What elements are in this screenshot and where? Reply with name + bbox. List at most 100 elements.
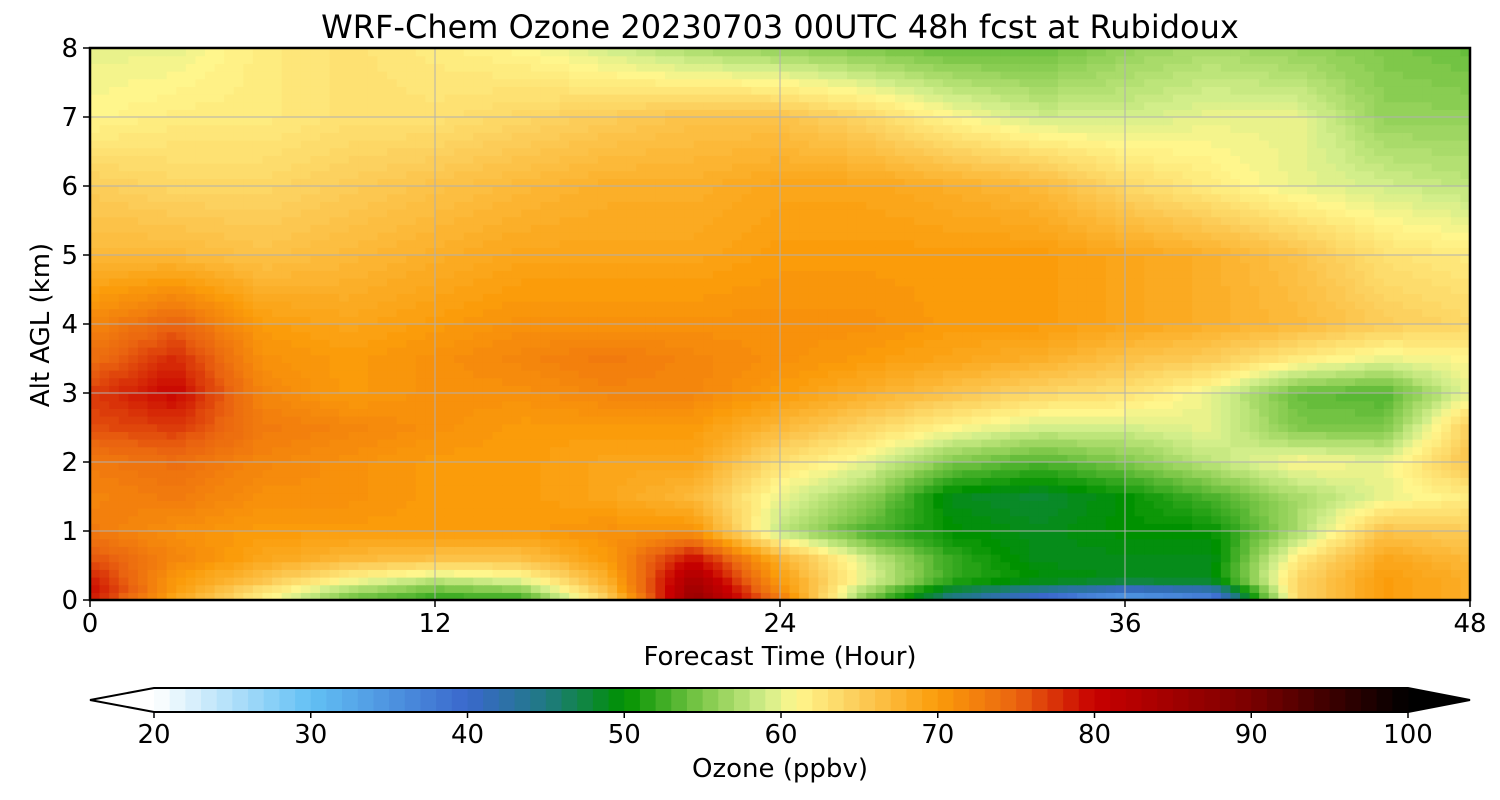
heatmap-cell bbox=[252, 469, 264, 478]
heatmap-cell bbox=[540, 385, 551, 394]
heatmap-cell bbox=[895, 416, 906, 425]
heatmap-cell bbox=[875, 370, 887, 379]
heatmap-cell bbox=[799, 554, 810, 563]
heatmap-cell bbox=[808, 416, 819, 425]
heatmap-cell bbox=[626, 569, 637, 578]
heatmap-cell bbox=[99, 546, 110, 555]
heatmap-cell bbox=[396, 462, 407, 471]
heatmap-cell bbox=[971, 462, 982, 471]
heatmap-cell bbox=[1393, 477, 1404, 486]
heatmap-cell bbox=[147, 393, 158, 402]
heatmap-cell bbox=[272, 339, 283, 348]
heatmap-cell bbox=[1345, 577, 1356, 586]
heatmap-cell bbox=[367, 584, 379, 593]
heatmap-cell bbox=[914, 561, 925, 570]
heatmap-cell bbox=[1307, 561, 1318, 570]
heatmap-cell bbox=[233, 454, 244, 463]
heatmap-cell bbox=[492, 538, 503, 547]
heatmap-cell bbox=[1192, 362, 1203, 371]
heatmap-cell bbox=[1230, 439, 1241, 448]
heatmap-cell bbox=[942, 439, 954, 448]
heatmap-cell bbox=[281, 339, 292, 348]
heatmap-cell bbox=[1048, 370, 1059, 379]
heatmap-cell bbox=[291, 416, 302, 425]
heatmap-cell bbox=[1163, 393, 1174, 402]
heatmap-cell bbox=[521, 592, 532, 601]
heatmap-cell bbox=[1000, 385, 1011, 394]
heatmap-cell bbox=[1316, 554, 1327, 563]
heatmap-cell bbox=[281, 538, 292, 547]
heatmap-cell bbox=[1115, 370, 1126, 379]
heatmap-cell bbox=[1326, 554, 1337, 563]
heatmap-cell bbox=[530, 485, 542, 494]
heatmap-cell bbox=[780, 500, 791, 509]
heatmap-cell bbox=[636, 531, 647, 540]
heatmap-cell bbox=[597, 485, 609, 494]
heatmap-cell bbox=[511, 408, 522, 417]
heatmap-cell bbox=[415, 393, 427, 402]
heatmap-cell bbox=[1287, 454, 1299, 463]
heatmap-cell bbox=[808, 538, 819, 547]
heatmap-cell bbox=[722, 400, 733, 409]
heatmap-cell bbox=[300, 446, 312, 455]
heatmap-cell bbox=[147, 584, 158, 593]
heatmap-cell bbox=[1450, 408, 1462, 417]
heatmap-cell bbox=[799, 408, 810, 417]
heatmap-cell bbox=[1240, 561, 1251, 570]
heatmap-cell bbox=[923, 577, 934, 586]
heatmap-cell bbox=[626, 523, 637, 532]
heatmap-cell bbox=[492, 431, 503, 440]
heatmap-cell bbox=[1383, 469, 1394, 478]
heatmap-cell bbox=[454, 577, 465, 586]
heatmap-cell bbox=[578, 523, 589, 532]
heatmap-cell bbox=[1105, 485, 1117, 494]
heatmap-cell bbox=[118, 377, 129, 386]
heatmap-cell bbox=[224, 492, 235, 501]
heatmap-cell bbox=[1441, 592, 1452, 601]
heatmap-cell bbox=[1249, 523, 1260, 532]
heatmap-cell bbox=[1057, 393, 1069, 402]
heatmap-cell bbox=[1431, 577, 1442, 586]
heatmap-cell bbox=[1287, 446, 1299, 455]
heatmap-cell bbox=[550, 331, 561, 340]
heatmap-cell bbox=[1163, 431, 1174, 440]
heatmap-cell bbox=[540, 439, 551, 448]
heatmap-cell bbox=[396, 492, 407, 501]
heatmap-cell bbox=[195, 462, 206, 471]
heatmap-cell bbox=[607, 531, 618, 540]
heatmap-cell bbox=[415, 531, 427, 540]
heatmap-cell bbox=[990, 569, 1002, 578]
heatmap-cell bbox=[799, 370, 810, 379]
heatmap-cell bbox=[396, 569, 407, 578]
heatmap-cell bbox=[1259, 500, 1270, 509]
heatmap-cell bbox=[243, 377, 254, 386]
heatmap-cell bbox=[712, 454, 724, 463]
heatmap-cell bbox=[1220, 347, 1232, 356]
heatmap-cell bbox=[703, 485, 714, 494]
heatmap-cell bbox=[866, 569, 877, 578]
heatmap-cell bbox=[482, 331, 494, 340]
heatmap-cell bbox=[1431, 431, 1442, 440]
heatmap-cell bbox=[511, 538, 522, 547]
heatmap-cell bbox=[1450, 354, 1462, 363]
heatmap-cell bbox=[856, 331, 867, 340]
heatmap-cell bbox=[1144, 354, 1155, 363]
heatmap-cell bbox=[1287, 370, 1299, 379]
heatmap-cell bbox=[1278, 347, 1289, 356]
heatmap-cell bbox=[693, 569, 704, 578]
heatmap-cell bbox=[962, 446, 973, 455]
heatmap-cell bbox=[875, 508, 887, 517]
heatmap-cell bbox=[933, 408, 944, 417]
heatmap-cell bbox=[1220, 485, 1232, 494]
heatmap-cell bbox=[1000, 577, 1011, 586]
heatmap-cell bbox=[971, 538, 982, 547]
heatmap-cell bbox=[933, 469, 944, 478]
heatmap-cell bbox=[1144, 477, 1155, 486]
heatmap-cell bbox=[962, 592, 973, 601]
heatmap-cell bbox=[665, 515, 676, 524]
heatmap-cell bbox=[1029, 331, 1040, 340]
heatmap-cell bbox=[243, 515, 254, 524]
heatmap-cell bbox=[358, 454, 369, 463]
heatmap-cell bbox=[703, 538, 714, 547]
heatmap-cell bbox=[463, 393, 474, 402]
